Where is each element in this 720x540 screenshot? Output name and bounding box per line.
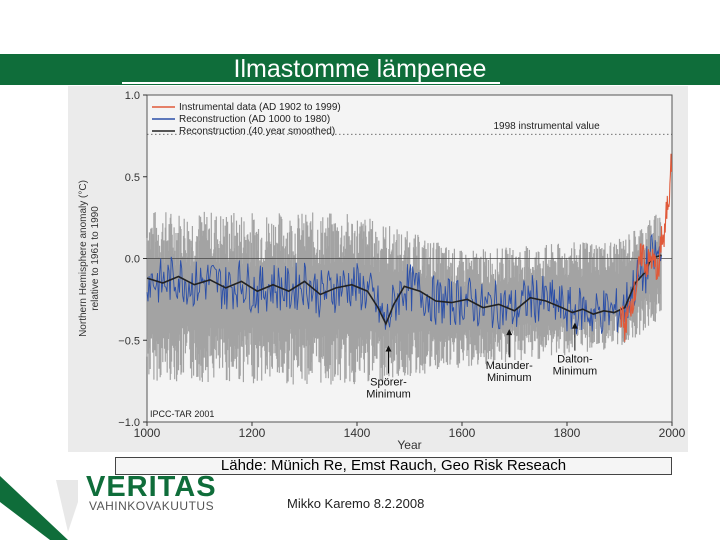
reconstruction-annual-line: [146, 233, 662, 335]
annotation-arrowhead: [385, 345, 392, 352]
temperature-chart: 1998 instrumental value −1.0 −0.5 0.0 0.5 1.0…: [78, 90, 686, 452]
y-tick-label: 0.5: [125, 172, 140, 184]
x-tick-label: 1200: [239, 426, 266, 440]
annotation-label: Spörer-: [370, 377, 407, 389]
annotation-label: Minimum: [487, 372, 532, 384]
x-tick-label: 2000: [659, 426, 686, 440]
x-axis-label: Year: [397, 438, 421, 452]
logo-triangle-dark: [0, 476, 68, 540]
y-tick-label: 1.0: [125, 90, 140, 102]
chart-credit: IPCC-TAR 2001: [150, 409, 214, 419]
slide-title: Ilmastomme lämpenee: [233, 55, 487, 83]
logo-subtitle: VAHINKOVAKUUTUS: [89, 499, 215, 513]
reconstruction-smoothed-line: [146, 254, 662, 326]
instrumental-line: [619, 153, 673, 342]
annotation-label: Maunder-: [486, 360, 533, 372]
title-bar: [0, 54, 720, 85]
annotation-label: Minimum: [366, 389, 411, 401]
reference-line-label: 1998 instrumental value: [494, 121, 601, 132]
x-tick-label: 1800: [554, 426, 581, 440]
y-tick-label: −0.5: [118, 335, 140, 347]
legend-entry: Reconstruction (40 year smoothed): [179, 126, 335, 137]
annotation-arrowhead: [506, 329, 513, 336]
y-tick-label: 0.0: [125, 254, 140, 266]
plot-layer: 1998 instrumental value −1.0 −0.5 0.0 0.5 1.0…: [78, 90, 686, 452]
logo-triangle-light: [56, 480, 78, 532]
annotation-arrowhead: [571, 322, 578, 329]
author-date: Mikko Karemo 8.2.2008: [287, 496, 425, 511]
title-underline: [122, 82, 500, 84]
veritas-logo-mark: [0, 476, 78, 540]
y-tick-label: −1.0: [118, 417, 140, 429]
legend-entry: Reconstruction (AD 1000 to 1980): [179, 114, 330, 125]
x-tick-label: 1000: [134, 426, 161, 440]
legend-entry: Instrumental data (AD 1902 to 1999): [179, 102, 341, 113]
annotation-label: Dalton-: [557, 354, 593, 366]
x-tick-label: 1400: [344, 426, 371, 440]
source-caption: Lähde: Münich Re, Emst Rauch, Geo Risk R…: [115, 457, 672, 475]
y-axis-label: Northern Hemisphere anomaly (°C)relative…: [78, 180, 101, 337]
logo-wordmark: VERITAS: [86, 471, 217, 503]
annotation-label: Minimum: [553, 366, 598, 378]
x-tick-label: 1600: [449, 426, 476, 440]
